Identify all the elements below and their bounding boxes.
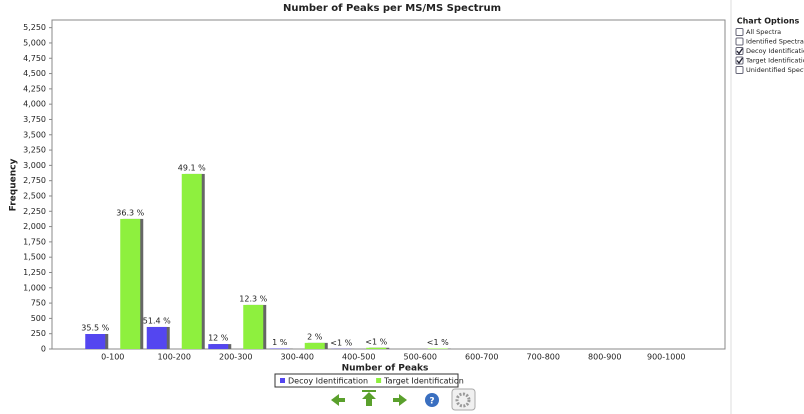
bar [366,347,387,349]
bar [243,304,264,349]
x-axis-label: Number of Peaks [342,364,429,374]
y-tick-label: 5,000 [23,38,46,47]
y-tick-label: 3,000 [23,161,46,170]
x-tick-label: 900-1000 [647,353,686,362]
option-label: All Spectra [746,28,781,36]
legend-label: Target Identification [383,377,464,386]
y-tick-label: 3,750 [23,115,46,124]
value-label: 49.1 % [178,163,206,172]
up-button[interactable] [362,392,376,406]
checkmark [736,57,744,65]
option-label: Target Identification [745,57,804,65]
x-tick-label: 500-600 [404,353,437,362]
bar [120,218,141,349]
option-label: Decoy Identification [746,47,804,55]
y-tick-label: 250 [31,329,46,338]
bar [304,342,325,349]
y-tick-label: 2,250 [23,207,46,216]
x-tick-label: 700-800 [527,353,560,362]
y-tick-label: 4,750 [23,54,46,63]
value-label: 1 % [272,338,288,347]
legend-label: Decoy Identification [288,377,368,386]
y-tick-label: 0 [41,345,46,354]
help-button[interactable] [425,393,439,407]
option-label: Unidentified Spectra [746,66,804,74]
checkmark [736,48,744,55]
value-label: 51.4 % [143,316,171,325]
chart-title: Number of Peaks per MS/MS Spectrum [283,3,501,14]
x-tick-label: 100-200 [158,353,191,362]
bar [85,334,106,349]
legend-frame [274,373,459,388]
x-tick-label: 300-400 [281,353,314,362]
help-icon: ? [429,397,434,407]
value-label: 36.3 % [116,208,144,217]
checkbox[interactable] [735,66,744,74]
y-tick-label: 750 [31,299,46,308]
gear-icon [455,392,471,408]
value-label: <1 % [330,338,352,347]
y-tick-label: 3,250 [23,146,46,155]
checkbox[interactable] [735,28,744,36]
x-tick-label: 600-700 [465,353,498,362]
value-label: 12 % [208,334,229,343]
option-label: Identified Spectra [746,38,804,46]
y-tick-label: 2,750 [23,176,46,185]
x-tick-label: 800-900 [588,353,621,362]
value-label: <1 % [427,338,449,347]
y-tick-label: 1,000 [23,283,46,292]
x-tick-label: 200-300 [219,353,252,362]
y-axis-label: Frequency [9,159,19,212]
x-tick-label: 0-100 [101,353,124,362]
up-bar [362,390,376,392]
y-tick-label: 4,250 [23,84,46,93]
value-label: 35.5 % [81,324,109,333]
y-tick-label: 2,500 [23,191,46,200]
y-tick-label: 1,750 [23,237,46,246]
y-tick-label: 1,250 [23,268,46,277]
x-tick-label: 400-500 [342,353,375,362]
legend-swatch [280,378,285,383]
value-label: <1 % [365,337,387,346]
y-tick-label: 5,250 [23,23,46,32]
bar [181,173,202,349]
nav-icons: ? [331,388,476,411]
y-tick-label: 2,000 [23,222,46,231]
value-label: 12.3 % [239,294,267,303]
y-tick-label: 1,500 [23,253,46,262]
options-title: Chart Options [737,17,800,26]
bar [208,344,229,349]
y-tick-label: 500 [31,314,46,323]
bar [146,326,167,349]
y-tick-label: 4,500 [23,69,46,78]
legend-swatch [376,378,382,383]
value-label: 2 % [307,332,323,341]
back-button[interactable] [331,394,345,406]
y-tick-label: 3,500 [23,130,46,139]
y-tick-label: 4,000 [23,100,46,109]
checkbox[interactable] [735,37,744,46]
forward-button[interactable] [393,394,407,406]
